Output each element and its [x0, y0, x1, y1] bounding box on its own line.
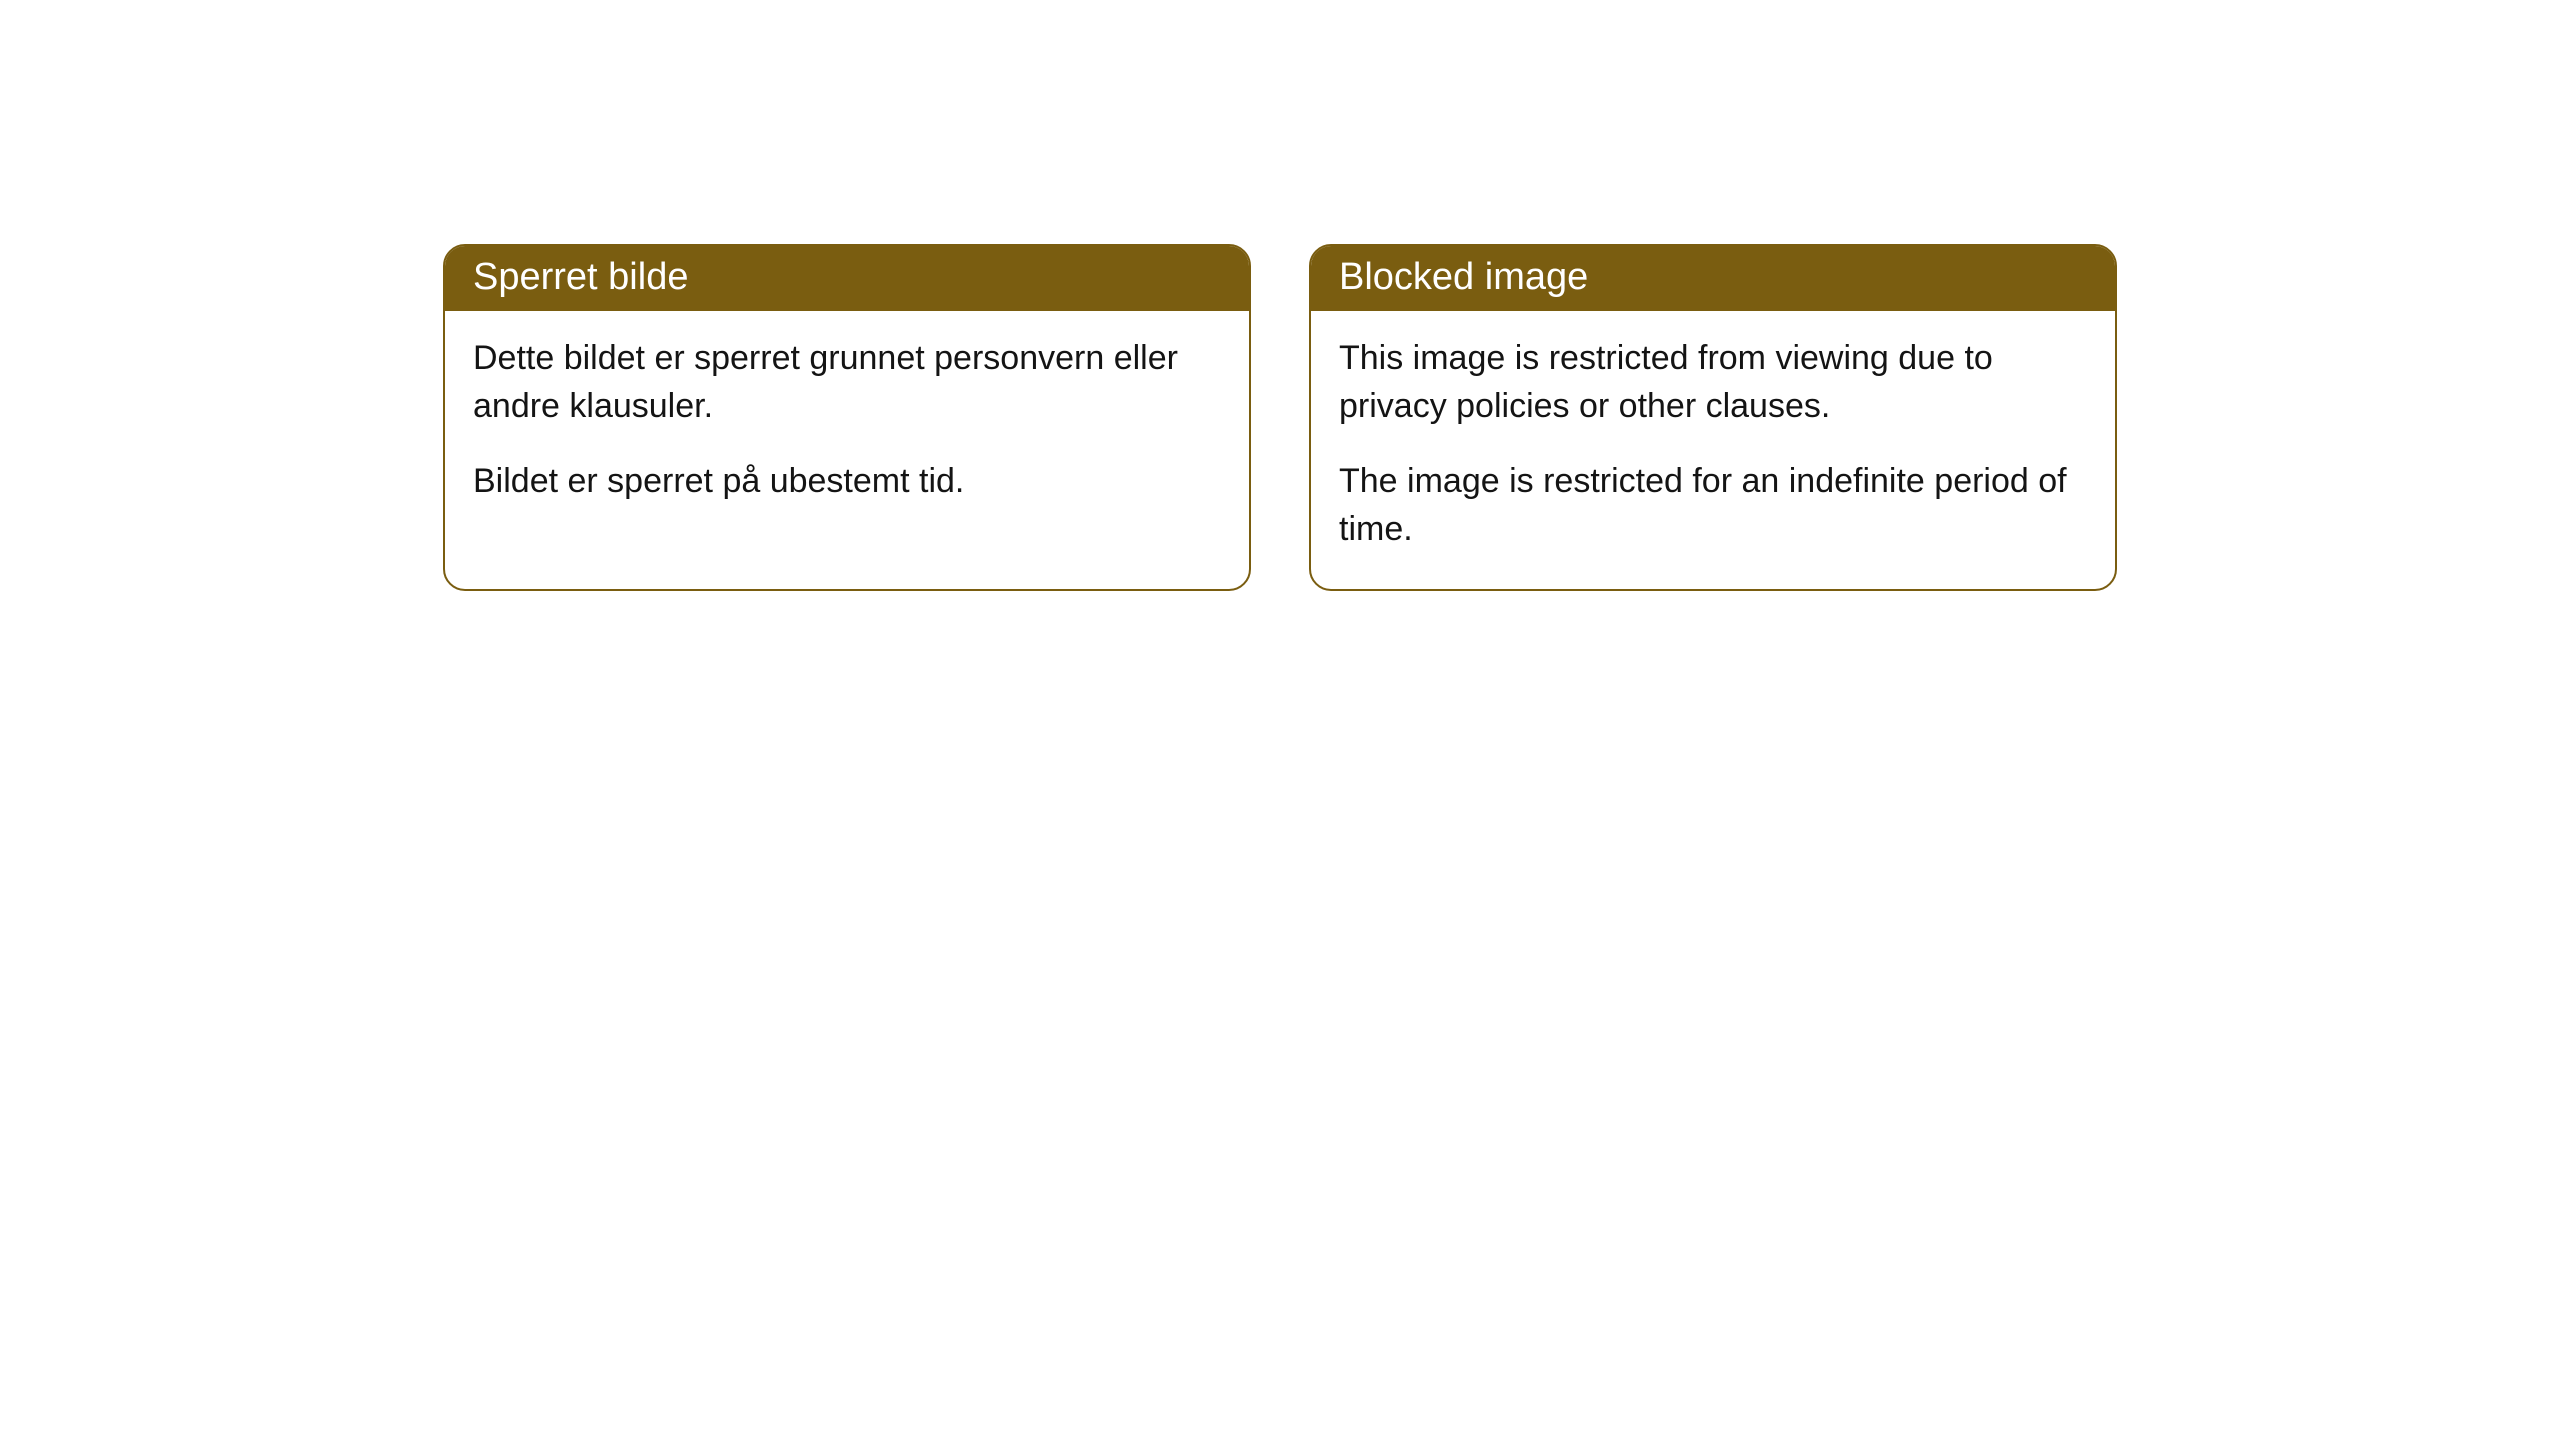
- card-header-english: Blocked image: [1311, 246, 2115, 311]
- notice-card-english: Blocked image This image is restricted f…: [1309, 244, 2117, 591]
- card-header-norwegian: Sperret bilde: [445, 246, 1249, 311]
- card-paragraph-1-english: This image is restricted from viewing du…: [1339, 335, 2087, 430]
- cards-container: Sperret bilde Dette bildet er sperret gr…: [443, 244, 2117, 591]
- card-body-norwegian: Dette bildet er sperret grunnet personve…: [445, 311, 1249, 542]
- card-paragraph-1-norwegian: Dette bildet er sperret grunnet personve…: [473, 335, 1221, 430]
- notice-card-norwegian: Sperret bilde Dette bildet er sperret gr…: [443, 244, 1251, 591]
- card-paragraph-2-english: The image is restricted for an indefinit…: [1339, 458, 2087, 553]
- card-body-english: This image is restricted from viewing du…: [1311, 311, 2115, 589]
- card-paragraph-2-norwegian: Bildet er sperret på ubestemt tid.: [473, 458, 1221, 506]
